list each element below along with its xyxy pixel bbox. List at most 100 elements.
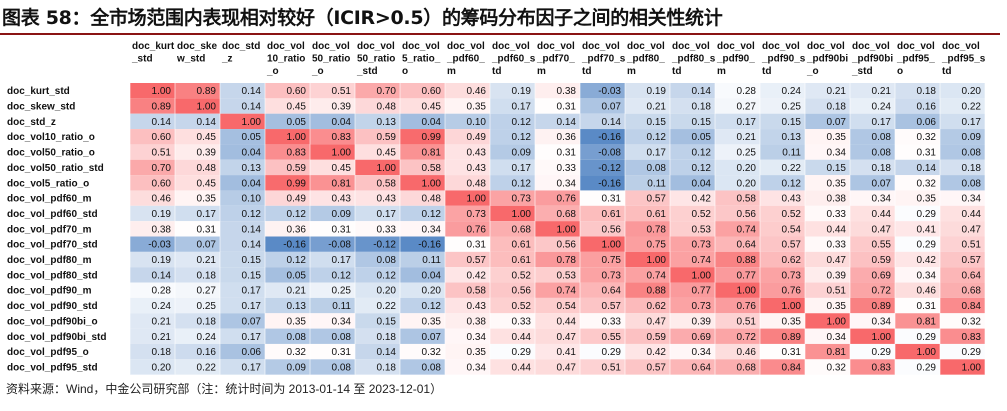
cell-value: 0.24	[152, 301, 172, 312]
cell-value: -0.08	[328, 240, 351, 251]
heatmap-cell	[805, 236, 850, 252]
heatmap-cell	[760, 159, 805, 176]
cell-value: 0.29	[872, 347, 892, 358]
cell-value: 0.77	[692, 286, 712, 297]
cell-value: 0.43	[782, 194, 802, 205]
heatmap-cell	[715, 83, 760, 99]
column-header-13: td	[672, 66, 681, 77]
cell-value: 1.00	[917, 347, 937, 358]
cell-value: 0.25	[737, 148, 757, 159]
cell-value: 0.47	[872, 224, 892, 235]
heatmap-cell	[265, 175, 310, 191]
heatmap-cell	[760, 343, 805, 360]
heatmap-cell	[130, 236, 175, 252]
heatmap-cell	[625, 359, 670, 375]
cell-value: 0.51	[152, 148, 172, 159]
heatmap-cell	[895, 297, 940, 314]
heatmap-cell	[175, 359, 220, 375]
cell-value: 0.57	[602, 301, 622, 312]
heatmap-cell	[760, 328, 805, 344]
heatmap-cell	[805, 359, 850, 375]
cell-value: 0.07	[827, 117, 847, 128]
heatmap-cell	[265, 359, 310, 375]
cell-value: 1.00	[737, 286, 757, 297]
heatmap-cell	[850, 113, 895, 130]
heatmap-cell	[535, 129, 580, 145]
heatmap-cell	[400, 221, 445, 237]
cell-value: 0.21	[152, 332, 172, 343]
heatmap-cell	[265, 83, 310, 99]
cell-value: 0.42	[647, 347, 667, 358]
heatmap-cell	[175, 129, 220, 145]
heatmap-cell	[265, 236, 310, 252]
heatmap-cell	[310, 267, 355, 283]
heatmap-cell	[220, 221, 265, 237]
heatmap-cell	[310, 251, 355, 268]
heatmap-cell	[490, 251, 535, 268]
heatmap-cell	[490, 267, 535, 283]
heatmap-cell	[400, 129, 445, 145]
cell-value: 0.36	[287, 224, 307, 235]
heatmap-cell	[490, 282, 535, 298]
heatmap-cell	[130, 267, 175, 283]
heatmap-cell	[805, 144, 850, 160]
heatmap-cell	[670, 343, 715, 360]
heatmap-cell	[130, 297, 175, 314]
cell-value: 0.78	[557, 255, 577, 266]
cell-value: 0.56	[557, 240, 577, 251]
cell-value: 0.83	[332, 132, 352, 143]
cell-value: 0.05	[287, 270, 307, 281]
heatmap-cell	[580, 267, 625, 283]
heatmap-cell	[580, 359, 625, 375]
heatmap-cell	[940, 175, 985, 191]
cell-value: 0.17	[197, 209, 217, 220]
heatmap-cell	[355, 267, 400, 283]
heatmap-cell	[535, 159, 580, 176]
cell-value: 0.15	[692, 117, 712, 128]
cell-value: 0.83	[872, 362, 892, 373]
cell-value: 0.08	[647, 163, 667, 174]
column-header-7: doc_vol	[402, 41, 440, 52]
cell-value: 0.42	[692, 194, 712, 205]
cell-value: 1.00	[467, 194, 487, 205]
heatmap-cell	[805, 297, 850, 314]
heatmap-cell	[490, 328, 535, 344]
heatmap-cell	[310, 190, 355, 206]
heatmap-cell	[940, 190, 985, 206]
cell-value: 0.83	[287, 148, 307, 159]
cell-value: 0.89	[152, 102, 172, 113]
cell-value: 0.81	[332, 178, 352, 189]
cell-value: 0.41	[917, 224, 937, 235]
row-label: doc_skew_std	[7, 102, 75, 113]
heatmap-cell	[535, 98, 580, 114]
cell-value: 0.14	[152, 117, 172, 128]
cell-value: 0.07	[422, 332, 442, 343]
cell-value: 0.55	[872, 240, 892, 251]
row-label: doc_vol_pdf90_m	[7, 286, 92, 297]
heatmap-cell	[580, 282, 625, 298]
cell-value: 0.54	[557, 301, 577, 312]
column-header-19: td	[942, 66, 951, 77]
heatmap-cell	[850, 282, 895, 298]
heatmap-cell	[850, 343, 895, 360]
heatmap-cell	[400, 175, 445, 191]
row-label: doc_vol_pdf80_m	[7, 255, 92, 266]
heatmap-cell	[490, 343, 535, 360]
cell-value: 0.72	[872, 286, 892, 297]
cell-value: 0.28	[737, 86, 757, 97]
cell-value: 0.76	[557, 194, 577, 205]
heatmap-cell	[175, 282, 220, 298]
heatmap-cell	[715, 313, 760, 329]
heatmap-cell	[355, 98, 400, 114]
heatmap-cell	[445, 313, 490, 329]
heatmap-cell	[220, 98, 265, 114]
heatmap-cell	[175, 267, 220, 283]
cell-value: 0.33	[602, 316, 622, 327]
heatmap-cell	[580, 313, 625, 329]
cell-value: 0.51	[602, 362, 622, 373]
heatmap-cell	[130, 313, 175, 329]
heatmap-cell	[895, 251, 940, 268]
cell-value: 0.14	[692, 86, 712, 97]
heatmap-cell	[715, 282, 760, 298]
heatmap-cell	[670, 297, 715, 314]
